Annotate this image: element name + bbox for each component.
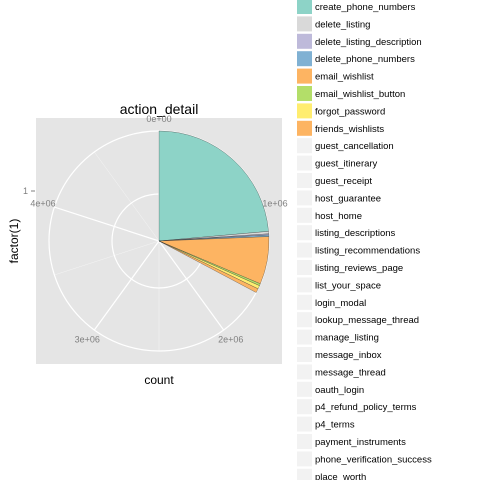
legend-label-place_worth: place_worth	[315, 472, 366, 480]
legend: create_phone_numbers delete_listingdelete…	[297, 0, 432, 480]
theta-tick-label: 4e+06	[30, 198, 55, 208]
legend-key	[297, 120, 312, 136]
legend-label-message_inbox: message_inbox	[315, 350, 382, 361]
grid-spoke	[54, 206, 160, 242]
legend-key	[297, 451, 312, 467]
legend-label-lookup_message_thread: lookup_message_thread	[315, 315, 419, 326]
x-axis-title: count	[144, 373, 174, 387]
theta-tick-label: 1e+06	[262, 198, 287, 208]
legend-key	[297, 277, 312, 293]
legend-label-delete_listing: delete_listing	[315, 19, 370, 30]
legend-label-email_wishlist_button: email_wishlist_button	[315, 89, 405, 100]
legend-label-delete_listing_description: delete_listing_description	[315, 37, 422, 48]
theta-tick-label: 3e+06	[75, 335, 100, 345]
legend-key	[297, 294, 312, 310]
legend-key	[297, 207, 312, 223]
legend-key	[297, 68, 312, 84]
legend-label-create_phone_numbers: create_phone_numbers	[315, 2, 416, 13]
pie-slices	[158, 130, 270, 293]
chart-title: action_detail	[120, 101, 199, 117]
legend-key	[297, 103, 312, 119]
grid-spoke	[93, 240, 160, 331]
grid-spoke	[158, 240, 225, 331]
legend-key	[297, 260, 312, 275]
legend-key	[297, 434, 312, 449]
legend-key	[297, 381, 312, 397]
legend-label-list_your_space: list_your_space	[315, 280, 381, 291]
legend-label-listing_descriptions: listing_descriptions	[315, 228, 396, 239]
legend-key	[297, 33, 312, 49]
legend-label-p4_terms: p4_terms	[315, 420, 355, 431]
angle-ticks: 0e+00 1e+06 2e+06 3e+06 4e+06	[30, 114, 287, 345]
legend-key	[297, 16, 312, 32]
legend-key	[297, 242, 312, 258]
theta-tick-label: 2e+06	[218, 335, 243, 345]
grid-spoke	[54, 240, 160, 276]
legend-label-guest_cancellation: guest_cancellation	[315, 141, 394, 152]
y-tick-label: 1	[23, 186, 28, 196]
legend-key	[297, 312, 312, 328]
legend-label-delete_phone_numbers: delete_phone_numbers	[315, 54, 415, 65]
legend-label-p4_refund_policy_terms: p4_refund_policy_terms	[315, 402, 417, 413]
slice-create_phone_numbers	[158, 130, 269, 242]
legend-label-guest_receipt: guest_receipt	[315, 176, 372, 187]
legend-label-phone_verification_success: phone_verification_success	[315, 454, 432, 465]
legend-label-host_guarantee: host_guarantee	[315, 193, 381, 204]
legend-label-oauth_login: oauth_login	[315, 385, 364, 396]
theta-tick-label: 0e+00	[146, 114, 171, 124]
legend-key	[297, 416, 312, 432]
legend-label-friends_wishlists: friends_wishlists	[315, 124, 384, 135]
legend-key	[297, 364, 312, 380]
legend-label-manage_listing: manage_listing	[315, 333, 379, 344]
legend-label-login_modal: login_modal	[315, 298, 366, 309]
legend-label-host_home: host_home	[315, 211, 362, 222]
legend-key	[297, 51, 312, 67]
grid-spoke	[94, 151, 160, 242]
legend-key	[297, 399, 312, 415]
legend-label-listing_reviews_page: listing_reviews_page	[315, 263, 403, 274]
legend-label-listing_recommendations: listing_recommendations	[315, 246, 420, 257]
legend-label-guest_itinerary: guest_itinerary	[315, 159, 378, 170]
legend-key	[297, 329, 312, 345]
legend-key	[297, 86, 312, 101]
legend-key	[297, 347, 312, 362]
legend-key	[297, 190, 312, 206]
legend-key	[297, 468, 312, 480]
legend-key	[297, 138, 312, 154]
legend-key	[297, 173, 312, 188]
legend-key	[297, 0, 312, 14]
legend-label-forgot_password: forgot_password	[315, 106, 385, 117]
legend-label-payment_instruments: payment_instruments	[315, 437, 406, 448]
y-axis-title: factor(1)	[7, 219, 21, 264]
legend-label-message_thread: message_thread	[315, 367, 386, 378]
legend-label-email_wishlist: email_wishlist	[315, 72, 374, 83]
legend-key	[297, 155, 312, 171]
slice-friends_wishlists	[158, 240, 259, 293]
legend-key	[297, 225, 312, 241]
